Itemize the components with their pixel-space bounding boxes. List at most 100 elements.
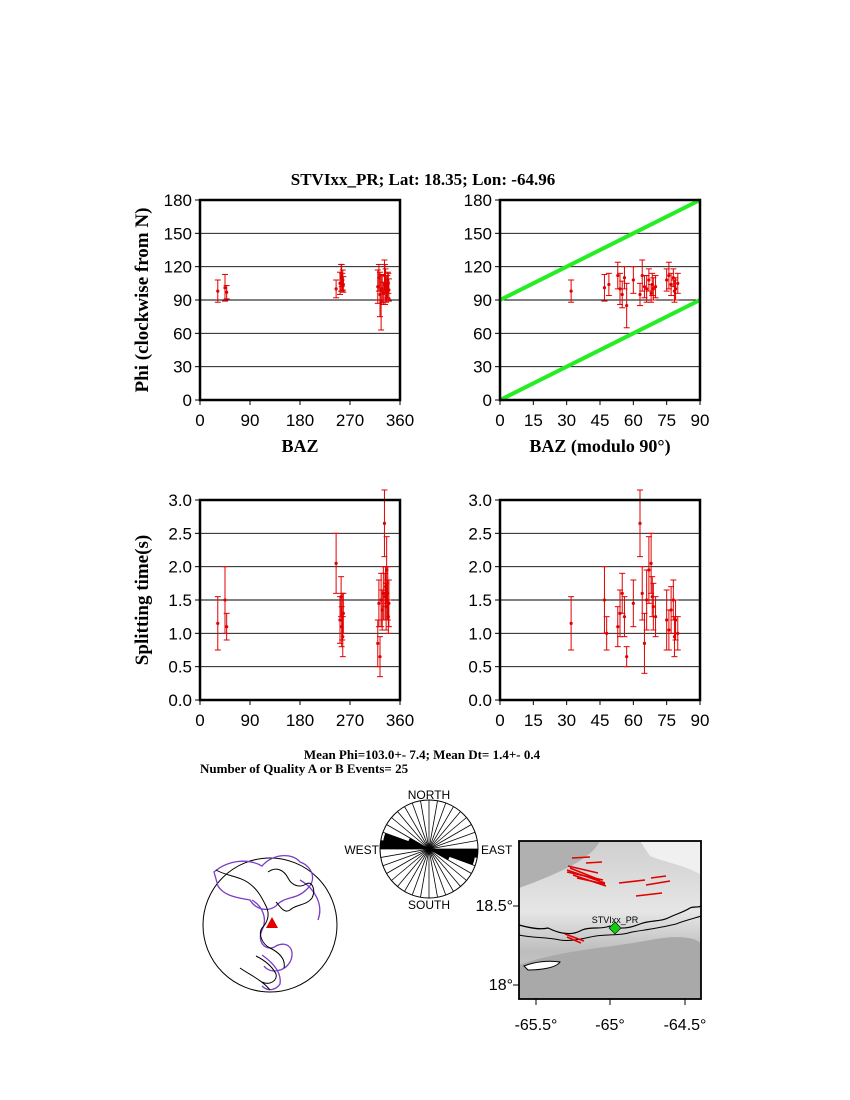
x-axis-label: BAZ (modulo 90°) xyxy=(529,436,670,457)
station-marker-diamond xyxy=(608,921,622,935)
y-tick-label: 150 xyxy=(464,224,492,243)
x-tick-label: 15 xyxy=(524,411,543,430)
data-point xyxy=(671,616,678,658)
x-tick-label: 0 xyxy=(195,711,204,730)
lon-tick-65: -65° xyxy=(595,1017,625,1034)
data-point xyxy=(665,261,672,290)
y-tick-label: 90 xyxy=(473,291,492,310)
data-point xyxy=(374,619,381,668)
data-point xyxy=(605,272,612,297)
x-tick-label: 270 xyxy=(336,411,364,430)
rose-label-south: SOUTH xyxy=(408,898,450,912)
x-tick-label: 90 xyxy=(241,411,260,430)
y-tick-label: 30 xyxy=(473,358,492,377)
y-tick-label: 0.0 xyxy=(468,691,492,710)
x-tick-label: 0 xyxy=(495,411,504,430)
y-axis-label: Splitting time(s) xyxy=(132,535,153,665)
x-tick-label: 75 xyxy=(657,711,676,730)
rose-label-east: EAST xyxy=(481,843,513,857)
data-point xyxy=(630,579,637,628)
x-tick-label: 30 xyxy=(557,411,576,430)
data-point xyxy=(652,596,659,638)
y-tick-label: 120 xyxy=(464,258,492,277)
data-point xyxy=(621,596,628,638)
y-tick-label: 2.5 xyxy=(168,524,192,543)
y-tick-label: 2.0 xyxy=(168,558,192,577)
data-point xyxy=(339,616,346,658)
y-tick-label: 3.0 xyxy=(168,491,192,510)
stats-line-1: Mean Phi=103.0+- 7.4; Mean Dt= 1.4+- 0.4 xyxy=(304,747,541,762)
lon-tick-64.5: -64.5° xyxy=(664,1017,707,1034)
data-point xyxy=(333,279,340,299)
data-point xyxy=(223,612,230,641)
data-point xyxy=(223,285,230,300)
fast-axis-bars xyxy=(564,856,671,944)
data-point xyxy=(663,589,670,651)
data-point xyxy=(333,532,340,594)
data-point xyxy=(652,275,659,299)
panel-dt-vs-baz-mod90: 0.0 0.5 1.0 1.5 2.0 2.5 3.0 0 15 30 45 60 75 90 xyxy=(468,489,710,730)
panel-dt-vs-baz: 0.0 0.5 1.0 1.5 2.0 2.5 3.0 0 90 180 270 360 Splitti… xyxy=(132,489,414,730)
data-point xyxy=(623,646,630,668)
data-point xyxy=(340,276,347,293)
data-point xyxy=(377,271,383,318)
panel-phi-vs-baz: 0 30 60 90 120 150 180 0 90 180 270 360 BAZ Phi (cloc… xyxy=(132,191,414,456)
data-point xyxy=(674,272,681,294)
guide-line xyxy=(499,198,701,302)
x-tick-label: 90 xyxy=(241,711,260,730)
data-point xyxy=(639,566,646,621)
y-tick-label: 150 xyxy=(164,224,192,243)
y-tick-label: 2.5 xyxy=(468,524,492,543)
data-point xyxy=(222,273,228,302)
y-tick-label: 1.5 xyxy=(168,591,192,610)
y-tick-label: 2.0 xyxy=(468,558,492,577)
y-tick-label: 0.0 xyxy=(168,691,192,710)
rose-spoke xyxy=(420,800,438,898)
data-point xyxy=(668,272,675,297)
x-tick-label: 75 xyxy=(657,411,676,430)
lat-tick-18: 18° xyxy=(489,977,513,994)
x-tick-label: 45 xyxy=(591,711,610,730)
y-tick-label: 1.5 xyxy=(468,591,492,610)
stats-line-2: Number of Quality A or B Events= 25 xyxy=(200,761,409,776)
data-point xyxy=(214,279,221,303)
panel-phi-vs-baz-mod90: 0 30 60 90 120 150 180 0 15 30 45 60 75 90 BAZ (modulo… xyxy=(464,191,710,457)
data-point xyxy=(630,266,637,294)
guide-line xyxy=(499,298,701,402)
y-tick-label: 0.5 xyxy=(168,658,192,677)
lon-tick-65.5: -65.5° xyxy=(515,1017,558,1034)
data-point xyxy=(623,282,630,329)
y-tick-label: 0.5 xyxy=(468,658,492,677)
y-tick-label: 180 xyxy=(164,191,192,210)
figure-title: STVIxx_PR; Lat: 18.35; Lon: -64.96 xyxy=(291,170,555,189)
x-tick-label: 0 xyxy=(495,711,504,730)
data-point xyxy=(671,279,678,303)
plot-frame xyxy=(498,498,702,702)
data-point xyxy=(384,271,391,300)
y-tick-label: 1.0 xyxy=(468,624,492,643)
data-point xyxy=(385,599,392,634)
y-tick-label: 90 xyxy=(173,291,192,310)
y-tick-label: 3.0 xyxy=(468,491,492,510)
data-point xyxy=(385,278,392,302)
x-tick-label: 360 xyxy=(386,711,414,730)
data-point xyxy=(645,268,652,292)
y-tick-label: 0 xyxy=(183,391,192,410)
data-point xyxy=(340,592,347,634)
data-point xyxy=(377,636,383,678)
y-tick-label: 60 xyxy=(173,324,192,343)
x-tick-label: 90 xyxy=(691,711,710,730)
data-point xyxy=(621,266,628,290)
x-tick-label: 0 xyxy=(195,411,204,430)
y-tick-label: 120 xyxy=(164,258,192,277)
x-tick-label: 60 xyxy=(624,711,643,730)
plot-frame xyxy=(198,198,402,402)
y-axis-label: Phi (clockwise from N) xyxy=(132,208,153,393)
data-point xyxy=(601,273,608,302)
y-tick-label: 60 xyxy=(473,324,492,343)
plot-frame xyxy=(498,198,702,402)
x-axis-label: BAZ xyxy=(281,436,318,456)
x-tick-label: 45 xyxy=(591,411,610,430)
